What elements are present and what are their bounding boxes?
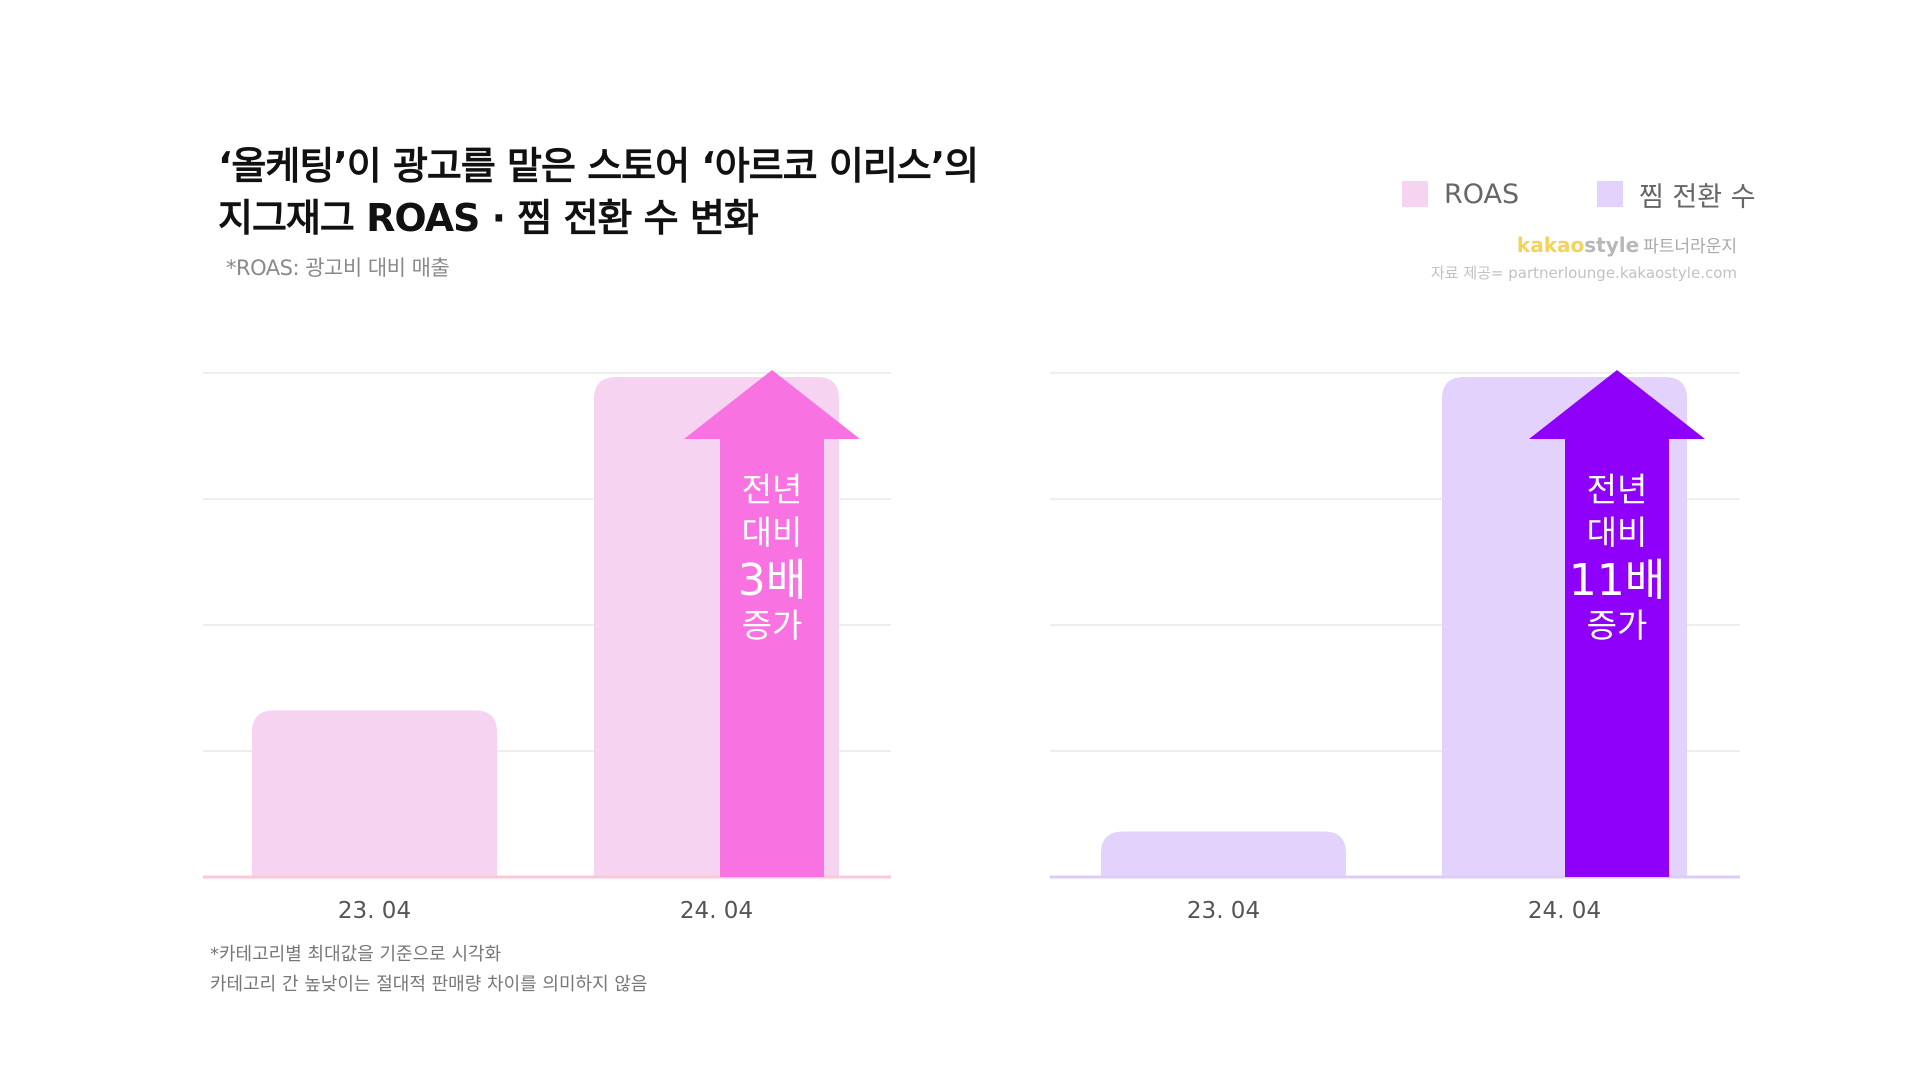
- roas-annotation-tail: 증가: [742, 606, 803, 645]
- roas-x-tick-1: 23. 04: [338, 898, 411, 924]
- footnote-line-2: 카테고리 간 높낮이는 절대적 판매량 차이를 의미하지 않음: [210, 974, 648, 995]
- jjim-x-tick-2: 24. 04: [1528, 898, 1601, 924]
- brand-kakao: kakao: [1516, 233, 1585, 257]
- jjim-bar-1: [1101, 831, 1346, 877]
- jjim-annotation-tail: 증가: [1587, 606, 1648, 645]
- legend-label-jjim: 찜 전환 수: [1639, 181, 1756, 213]
- jjim-growth-arrow: [1529, 370, 1705, 877]
- legend-item-roas: ROAS: [1402, 177, 1519, 211]
- jjim-annotation-line-1: 전년: [1587, 470, 1648, 509]
- roas-growth-arrow: [684, 370, 860, 877]
- brand-partner: 파트너라운지: [1643, 237, 1737, 257]
- chart-title: ‘올케팅’이 광고를 맡은 스토어 ‘아르코 이리스’의 지그재그 ROAS ·…: [218, 140, 979, 244]
- brand-logo: kakaostyle 파트너라운지: [1517, 232, 1737, 257]
- roas-x-tick-2: 24. 04: [680, 898, 753, 924]
- roas-bar-1: [252, 710, 497, 877]
- subtitle: *ROAS: 광고비 대비 매출: [226, 256, 450, 280]
- legend-swatch-roas: [1402, 181, 1428, 207]
- brand-style: style: [1584, 233, 1640, 257]
- roas-annotation-line-1: 전년: [742, 470, 803, 509]
- footnote-line-1: *카테고리별 최대값을 기준으로 시각화: [210, 944, 502, 965]
- footnote: *카테고리별 최대값을 기준으로 시각화 카테고리 간 높낮이는 절대적 판매량…: [210, 940, 648, 1000]
- roas-annotation-line-2: 대비: [742, 513, 803, 552]
- source-note: 자료 제공= partnerlounge.kakaostyle.com: [1430, 264, 1737, 282]
- jjim-annotation-line-2: 대비: [1587, 513, 1648, 552]
- legend-label-roas: ROAS: [1444, 178, 1520, 210]
- title-line-1: ‘올케팅’이 광고를 맡은 스토어 ‘아르코 이리스’의: [218, 144, 979, 188]
- legend-swatch-jjim: [1597, 181, 1623, 207]
- jjim-x-tick-1: 23. 04: [1187, 898, 1260, 924]
- roas-annotation-emphasis: 3배: [738, 555, 806, 606]
- jjim-annotation-emphasis: 11배: [1569, 555, 1665, 606]
- title-line-2: 지그재그 ROAS · 찜 전환 수 변화: [218, 196, 759, 240]
- legend-item-jjim: 찜 전환 수: [1597, 177, 1756, 213]
